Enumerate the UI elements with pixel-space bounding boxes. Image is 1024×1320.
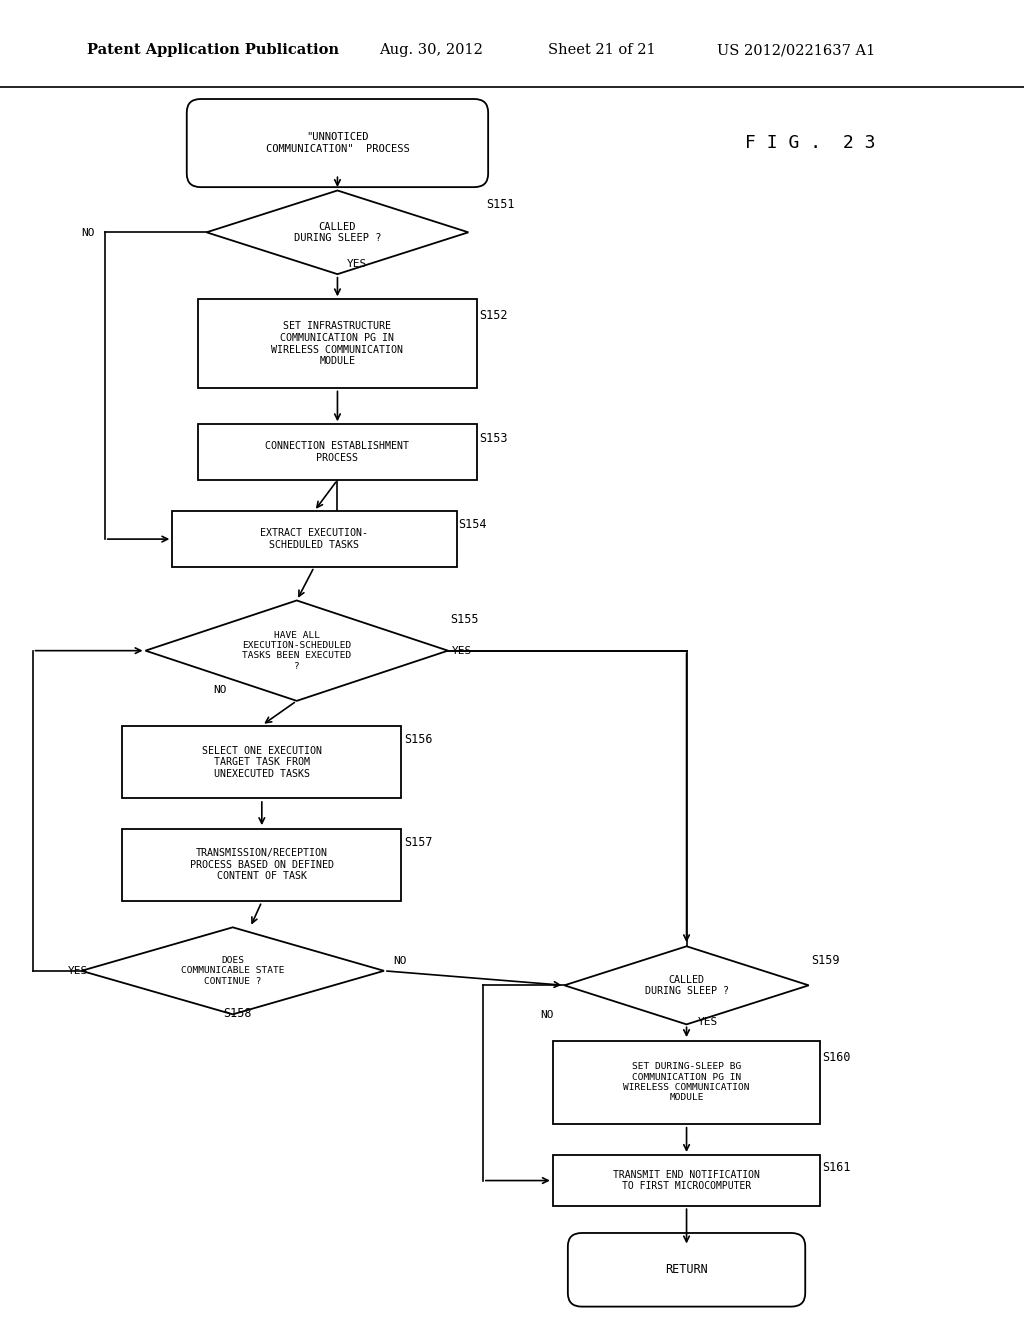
Text: NO: NO [393,956,407,966]
Text: S159: S159 [811,954,840,968]
Bar [122,726,401,799]
Text: S156: S156 [403,734,432,746]
Text: S158: S158 [223,1007,252,1020]
Text: YES: YES [68,966,88,975]
Text: S161: S161 [822,1160,851,1173]
Text: TRANSMIT END NOTIFICATION
TO FIRST MICROCOMPUTER: TRANSMIT END NOTIFICATION TO FIRST MICRO… [613,1170,760,1192]
Text: US 2012/0221637 A1: US 2012/0221637 A1 [717,44,876,57]
Text: "UNNOTICED
COMMUNICATION"  PROCESS: "UNNOTICED COMMUNICATION" PROCESS [265,132,410,154]
Text: TRANSMISSION/RECEPTION
PROCESS BASED ON DEFINED
CONTENT OF TASK: TRANSMISSION/RECEPTION PROCESS BASED ON … [189,849,334,882]
Text: RETURN: RETURN [666,1263,708,1276]
Text: YES: YES [698,1018,719,1027]
Polygon shape [82,928,384,1014]
Text: S151: S151 [486,198,515,211]
FancyBboxPatch shape [568,1233,805,1307]
Text: F I G .  2 3: F I G . 2 3 [744,135,876,152]
FancyBboxPatch shape [186,99,488,187]
Text: S160: S160 [822,1051,851,1064]
Text: SELECT ONE EXECUTION
TARGET TASK FROM
UNEXECUTED TASKS: SELECT ONE EXECUTION TARGET TASK FROM UN… [202,746,322,779]
Text: S157: S157 [403,836,432,849]
Text: S154: S154 [459,517,487,531]
Text: CALLED
DURING SLEEP ?: CALLED DURING SLEEP ? [294,222,381,243]
Polygon shape [207,190,468,275]
Text: Patent Application Publication: Patent Application Publication [87,44,339,57]
Text: DOES
COMMUNICABLE STATE
CONTINUE ?: DOES COMMUNICABLE STATE CONTINUE ? [181,956,285,986]
Text: CONNECTION ESTABLISHMENT
PROCESS: CONNECTION ESTABLISHMENT PROCESS [265,441,410,463]
Text: EXTRACT EXECUTION-
SCHEDULED TASKS: EXTRACT EXECUTION- SCHEDULED TASKS [260,528,369,550]
Text: S155: S155 [451,612,479,626]
Bar [553,1155,820,1205]
Text: HAVE ALL
EXECUTION-SCHEDULED
TASKS BEEN EXECUTED
?: HAVE ALL EXECUTION-SCHEDULED TASKS BEEN … [242,631,351,671]
Bar [553,1040,820,1125]
Text: NO: NO [540,1010,553,1020]
Bar [198,424,477,480]
Text: S153: S153 [479,432,508,445]
Bar [122,829,401,902]
Polygon shape [564,946,809,1024]
Text: CALLED
DURING SLEEP ?: CALLED DURING SLEEP ? [644,974,728,997]
Text: Sheet 21 of 21: Sheet 21 of 21 [548,44,655,57]
Polygon shape [145,601,449,701]
Text: Aug. 30, 2012: Aug. 30, 2012 [379,44,482,57]
Text: NO: NO [82,228,95,239]
Text: S152: S152 [479,309,508,322]
Bar [198,300,477,388]
Text: NO: NO [213,685,226,694]
Bar [172,511,457,568]
Text: YES: YES [452,645,472,656]
Text: SET DURING-SLEEP BG
COMMUNICATION PG IN
WIRELESS COMMUNICATION
MODULE: SET DURING-SLEEP BG COMMUNICATION PG IN … [624,1063,750,1102]
Text: SET INFRASTRUCTURE
COMMUNICATION PG IN
WIRELESS COMMUNICATION
MODULE: SET INFRASTRUCTURE COMMUNICATION PG IN W… [271,322,403,366]
Text: YES: YES [347,259,367,268]
